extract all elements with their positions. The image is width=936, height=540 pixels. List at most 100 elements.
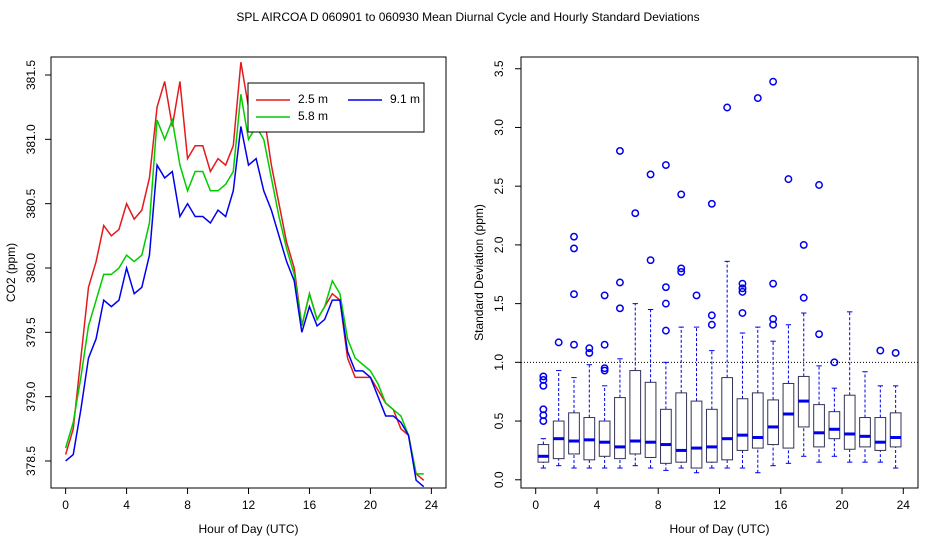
- x-tick-label: 20: [835, 498, 849, 512]
- outlier: [707, 199, 716, 208]
- outlier: [876, 346, 885, 355]
- y-tick-label: 2.0: [492, 236, 506, 253]
- y-tick-label: 379.0: [24, 381, 38, 411]
- outlier: [661, 161, 670, 169]
- y-axis-label: Standard Deviation (ppm): [472, 204, 486, 341]
- x-tick-label: 16: [774, 498, 788, 512]
- x-tick-label: 12: [713, 498, 727, 512]
- legend-label: 9.1 m: [390, 92, 420, 106]
- box: [614, 397, 626, 460]
- x-tick-label: 12: [242, 498, 256, 512]
- box: [568, 412, 580, 455]
- outlier: [769, 279, 778, 288]
- outlier: [799, 240, 808, 249]
- outlier: [615, 278, 624, 287]
- outlier: [815, 181, 824, 189]
- outlier: [631, 209, 640, 218]
- y-tick-label: 380.0: [24, 253, 38, 283]
- box: [721, 377, 734, 461]
- outlier: [784, 175, 793, 184]
- data-line: [64, 62, 425, 481]
- outlier: [769, 77, 778, 86]
- box: [782, 382, 795, 449]
- outlier: [600, 291, 609, 300]
- outlier: [769, 314, 778, 323]
- box: [598, 420, 611, 457]
- outlier: [539, 405, 548, 414]
- outlier: [585, 348, 594, 357]
- outlier: [830, 358, 839, 367]
- outlier: [570, 232, 578, 241]
- y-tick-label: 381.0: [24, 124, 38, 154]
- box: [705, 408, 718, 463]
- legend-label: 5.8 m: [298, 109, 328, 123]
- legend-box: [247, 82, 425, 133]
- box: [736, 398, 749, 451]
- y-tick-label: 1.0: [492, 354, 506, 371]
- x-tick-label: 0: [532, 498, 539, 512]
- box: [660, 408, 672, 464]
- outlier: [661, 283, 670, 292]
- outlier: [615, 304, 624, 313]
- outlier: [707, 311, 716, 320]
- outlier: [570, 244, 578, 253]
- box: [629, 370, 642, 455]
- y-tick-label: 3.5: [492, 60, 506, 77]
- y-tick-label: 0.0: [492, 471, 506, 488]
- outlier: [815, 330, 824, 339]
- box: [537, 444, 550, 463]
- box: [751, 392, 764, 449]
- outlier: [799, 293, 808, 302]
- x-tick-label: 4: [123, 498, 130, 512]
- x-tick-label: 4: [594, 498, 601, 512]
- outlier: [661, 326, 670, 335]
- outlier: [707, 320, 716, 329]
- box: [843, 394, 856, 450]
- data-line: [64, 94, 424, 475]
- box: [675, 392, 688, 463]
- y-tick-label: 1.5: [492, 295, 506, 312]
- box: [859, 417, 871, 448]
- outlier: [615, 147, 624, 155]
- box: [767, 399, 779, 446]
- x-axis-label: Hour of Day (UTC): [669, 522, 769, 536]
- outlier: [539, 372, 548, 381]
- outlier: [646, 170, 655, 179]
- outlier: [753, 94, 762, 103]
- outlier: [600, 364, 609, 373]
- box: [690, 400, 703, 469]
- outlier: [570, 340, 578, 349]
- box: [828, 411, 841, 440]
- box: [889, 412, 902, 448]
- box: [813, 404, 825, 448]
- plot-frame: [520, 56, 919, 489]
- outlier: [891, 348, 900, 357]
- x-tick-label: 8: [184, 498, 191, 512]
- y-tick-label: 379.5: [24, 317, 38, 347]
- x-tick-label: 16: [303, 498, 317, 512]
- y-tick-label: 3.0: [492, 119, 506, 136]
- box: [874, 417, 887, 451]
- outlier: [677, 264, 686, 273]
- y-tick-label: 381.5: [24, 60, 38, 90]
- y-axis-label: CO2 (ppm): [4, 243, 18, 302]
- outlier: [661, 299, 670, 308]
- y-tick-label: 380.5: [24, 188, 38, 218]
- outlier: [585, 344, 594, 353]
- figure-title: SPL AIRCOA D 060901 to 060930 Mean Diurn…: [236, 10, 699, 24]
- outlier: [738, 309, 747, 317]
- box: [644, 381, 657, 458]
- outlier: [692, 291, 701, 300]
- x-tick-label: 8: [655, 498, 662, 512]
- outlier: [554, 338, 563, 347]
- x-tick-label: 0: [62, 498, 69, 512]
- x-tick-label: 24: [425, 498, 439, 512]
- outlier: [539, 376, 548, 384]
- outlier: [646, 256, 655, 265]
- outlier: [677, 267, 686, 276]
- outlier: [723, 103, 732, 112]
- outlier: [677, 190, 686, 199]
- outlier: [738, 279, 747, 288]
- x-tick-label: 20: [364, 498, 378, 512]
